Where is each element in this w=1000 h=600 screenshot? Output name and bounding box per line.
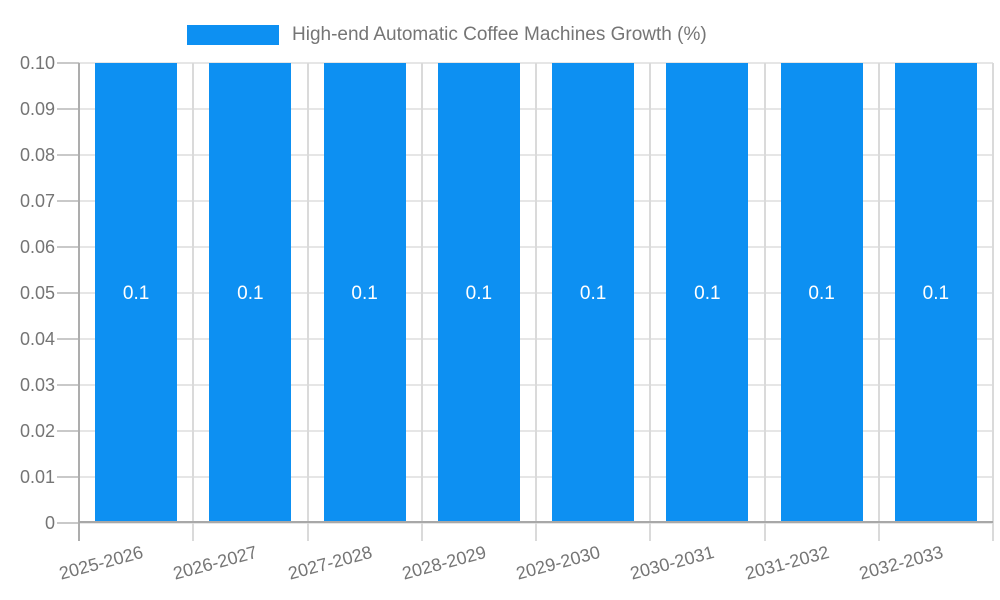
y-tick [57, 522, 79, 524]
bar: 0.1 [95, 63, 178, 523]
x-tick-label: 2030-2031 [628, 542, 717, 584]
bar: 0.1 [552, 63, 635, 523]
y-tick-label: 0.07 [19, 191, 55, 211]
gridline-v [877, 63, 880, 541]
y-tick-label: 0.01 [19, 467, 55, 487]
x-axis-baseline [79, 521, 993, 523]
gridline-v [992, 63, 994, 541]
y-tick [57, 200, 79, 202]
x-tick-label: 2031-2032 [742, 542, 831, 584]
bar: 0.1 [209, 63, 292, 523]
chart-legend: High-end Automatic Coffee Machines Growt… [187, 24, 707, 46]
bar-value-label: 0.1 [465, 282, 493, 304]
y-tick [57, 476, 79, 478]
y-tick-label: 0.04 [19, 329, 55, 349]
y-tick-label: 0.02 [19, 421, 55, 441]
bar-value-label: 0.1 [237, 282, 264, 304]
bar-value-label: 0.1 [694, 282, 721, 304]
y-tick-label: 0.05 [19, 283, 55, 303]
bar-value-label: 0.1 [122, 282, 150, 304]
bar: 0.1 [437, 63, 520, 523]
gridline-v [192, 63, 195, 541]
y-tick [57, 154, 79, 156]
gridline-v [420, 63, 423, 541]
y-axis-line [78, 63, 80, 541]
bar-value-label: 0.1 [579, 282, 607, 304]
y-tick [57, 430, 79, 432]
gridline-v [535, 63, 537, 541]
x-tick-label: 2029-2030 [513, 542, 603, 584]
legend-swatch [187, 25, 279, 45]
y-tick [57, 292, 79, 294]
y-tick-label: 0.08 [19, 145, 55, 165]
plot-area: 0.1 0.1 0.1 0.1 0.1 0.1 0.1 0.1 [57, 62, 994, 541]
x-tick-label: 2027-2028 [285, 542, 374, 584]
y-tick [57, 384, 79, 386]
bar: 0.1 [894, 63, 977, 523]
x-tick-label: 2025-2026 [56, 542, 146, 584]
bar: 0.1 [666, 63, 749, 523]
gridline-v [306, 63, 309, 541]
bar-value-label: 0.1 [351, 282, 378, 304]
y-tick-label: 0.09 [19, 99, 55, 119]
y-tick-label: 0.06 [19, 237, 55, 257]
y-tick [57, 108, 79, 110]
bar: 0.1 [323, 63, 406, 523]
chart-title: High-end Automatic Coffee Machines Growt… [292, 24, 707, 45]
x-tick-label: 2028-2029 [399, 542, 489, 584]
bar-value-label: 0.1 [922, 282, 950, 304]
gridline-v [649, 63, 652, 541]
gridline-v [763, 63, 766, 541]
x-tick-label: 2026-2027 [171, 542, 260, 584]
bar-value-label: 0.1 [808, 282, 835, 304]
y-tick-label: 0.10 [19, 53, 55, 73]
y-tick [57, 246, 79, 248]
y-tick-label: 0.03 [19, 375, 55, 395]
x-tick-label: 2032-2033 [856, 542, 946, 584]
y-tick-label: 0 [44, 513, 55, 533]
y-tick [57, 338, 79, 340]
y-axis-labels: 0 0.01 0.02 0.03 0.04 0.05 0.06 0.07 0.08 0.09 0.1… [0, 0, 55, 600]
bar: 0.1 [780, 63, 863, 523]
y-tick [57, 62, 79, 64]
